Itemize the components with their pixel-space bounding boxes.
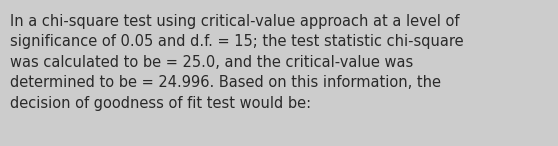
Text: In a chi-square test using critical-value approach at a level of
significance of: In a chi-square test using critical-valu… bbox=[10, 14, 464, 111]
